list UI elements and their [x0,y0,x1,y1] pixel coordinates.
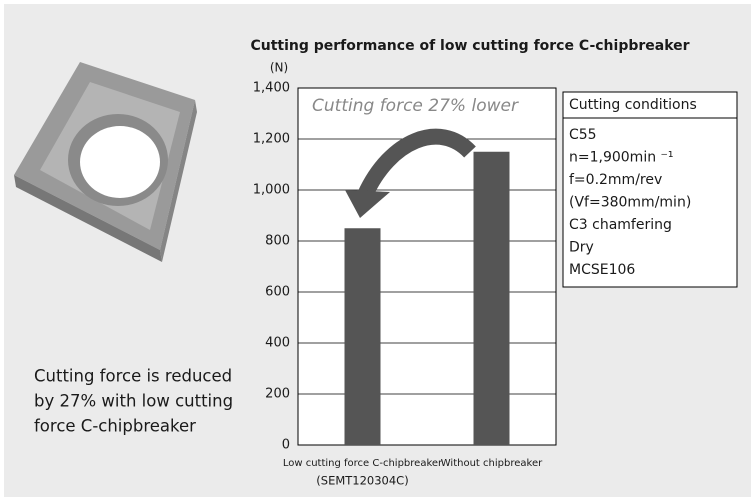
condition-item: MCSE106 [569,262,635,278]
bar [473,151,510,445]
y-tick-label: 0 [282,438,290,453]
condition-item: C55 [569,127,597,143]
condition-item: (Vf=380mm/min) [569,195,691,211]
chart-title: Cutting performance of low cutting force… [250,38,689,54]
caption-line: by 27% with low cutting [34,392,233,411]
insert-image [14,62,197,262]
y-tick-label: 1,200 [253,132,290,147]
y-tick-label: 1,400 [253,81,290,96]
condition-item: Dry [569,240,594,256]
y-unit: (N) [270,61,288,75]
x-tick-label: Low cutting force C-chipbreaker [283,458,443,469]
y-tick-label: 600 [265,285,290,300]
y-tick-label: 800 [265,234,290,249]
arrow-head [345,190,390,218]
y-tick-label: 200 [265,387,290,402]
conditions-title: Cutting conditions [569,97,697,113]
annotation: Cutting force 27% lower [312,96,519,116]
condition-item: C3 chamfering [569,217,672,233]
conditions-box [562,91,738,288]
y-tick-label: 400 [265,336,290,351]
caption-line: force C-chipbreaker [34,417,196,436]
y-tick-label: 1,000 [253,183,290,198]
condition-item: n=1,900min ⁻¹ [569,150,674,166]
x-tick-note: (SEMT120304C) [316,474,408,488]
bar [344,228,381,445]
x-tick-label: Without chipbreaker [441,458,543,469]
condition-item: f=0.2mm/rev [569,172,662,188]
caption-line: Cutting force is reduced [34,367,232,386]
arrow [357,128,476,199]
plot-area [297,87,557,446]
